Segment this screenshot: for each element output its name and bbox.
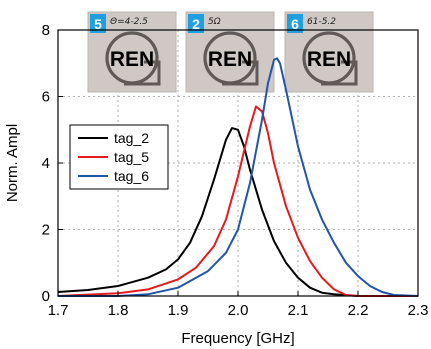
y-axis-label: Norm. Ampl	[4, 124, 21, 202]
photo-note: 5Ω	[208, 17, 221, 27]
legend: tag_2 tag_5 tag_6	[69, 124, 169, 190]
photo-background	[284, 11, 374, 93]
x-tick-label: 1.9	[168, 302, 189, 319]
x-tick-label: 1.8	[108, 302, 129, 319]
x-tick-label: 2.3	[408, 302, 429, 319]
legend-label-tag_6: tag_6	[114, 168, 149, 184]
logo-bracket	[124, 60, 161, 86]
photo-label: 2	[192, 16, 200, 32]
axis-ticks: 1.7 1.8 1.9 2.0 2.1 2.2 2.3 0 2 4 6 8	[42, 22, 429, 319]
inset-photo-2: REN 2 5Ω	[185, 11, 275, 93]
photo-label-badge	[188, 14, 204, 33]
x-axis-label: Frequency [GHz]	[181, 330, 294, 347]
x-tick-label: 2.1	[288, 302, 309, 319]
photo-label: 5	[94, 16, 102, 32]
inset-photos: REN 5 Θ=4-2.5 REN 2 5Ω REN 6 61-5.2	[87, 11, 374, 93]
x-tick-label: 2.0	[228, 302, 249, 319]
series-lines	[57, 57, 419, 297]
inset-photo-5: REN 5 Θ=4-2.5	[87, 11, 177, 93]
x-tick-label: 1.7	[48, 302, 69, 319]
logo-text: REN	[110, 48, 154, 71]
y-tick-label: 8	[42, 22, 50, 39]
x-tick-label: 2.2	[348, 302, 369, 319]
series-line-tag_6	[58, 57, 419, 297]
photo-note: 61-5.2	[307, 17, 336, 27]
legend-label-tag_5: tag_5	[114, 149, 149, 165]
y-tick-label: 2	[42, 222, 50, 239]
y-tick-label: 6	[42, 89, 50, 106]
photo-note: Θ=4-2.5	[110, 17, 148, 27]
photo-label-badge	[90, 14, 106, 33]
series-line-tag_5	[57, 105, 418, 297]
logo-text: REN	[208, 48, 252, 71]
legend-label-tag_2: tag_2	[114, 130, 149, 146]
y-tick-label: 0	[42, 288, 50, 305]
logo-text: REN	[307, 48, 351, 71]
photo-label-badge	[287, 14, 303, 33]
series-line-tag_2	[57, 127, 418, 297]
logo-bracket	[222, 60, 259, 86]
y-tick-label: 4	[42, 155, 50, 172]
photo-label: 6	[291, 16, 299, 32]
logo-bracket	[321, 60, 358, 86]
inset-photo-6: REN 6 61-5.2	[284, 11, 374, 93]
